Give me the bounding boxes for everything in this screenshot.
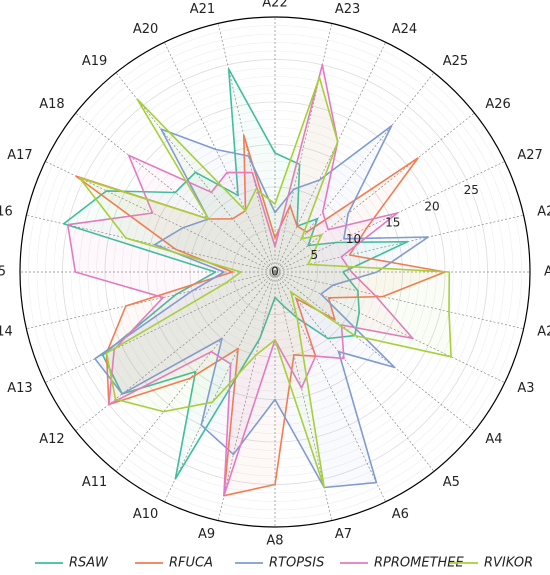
- category-label: A22: [262, 0, 287, 11]
- legend-label: RPROMETHEE: [374, 556, 464, 571]
- category-label: A21: [190, 2, 215, 17]
- category-label: A25: [443, 54, 468, 69]
- category-label: A20: [133, 22, 158, 37]
- spoke: [274, 271, 505, 383]
- series-area: [75, 134, 446, 497]
- spoke: [164, 271, 276, 502]
- spoke: [115, 72, 276, 273]
- category-label: A2: [537, 324, 550, 339]
- category-label: A26: [485, 97, 510, 112]
- spoke: [164, 42, 276, 273]
- series-area: [78, 76, 452, 489]
- category-label: A27: [517, 148, 542, 163]
- spoke: [274, 271, 386, 502]
- spoke: [217, 271, 276, 521]
- legend-label: RVIKOR: [484, 556, 533, 571]
- spoke: [274, 214, 524, 273]
- spoke: [274, 112, 475, 273]
- category-label: A15: [0, 265, 6, 280]
- spoke: [26, 271, 276, 330]
- category-label: A19: [82, 54, 107, 69]
- minor-grid: [28, 25, 522, 519]
- category-label: A17: [7, 148, 32, 163]
- category-label: A18: [39, 97, 64, 112]
- series-area: [62, 68, 409, 480]
- category-label: A9: [198, 527, 215, 542]
- category-label: A12: [39, 432, 64, 447]
- category-label: A14: [0, 324, 13, 339]
- r-tick-label: 25: [464, 183, 479, 197]
- spoke: [274, 271, 475, 432]
- category-label: A10: [133, 507, 158, 522]
- category-label: A6: [392, 507, 409, 522]
- series-area: [94, 125, 430, 489]
- legend-label: RFUCA: [169, 556, 213, 571]
- spoke: [75, 112, 276, 273]
- spoke: [217, 23, 276, 273]
- category-label: A24: [392, 22, 417, 37]
- minor-grid: [87, 84, 463, 460]
- spoke: [274, 42, 386, 273]
- spoke: [274, 161, 505, 273]
- category-label: A8: [266, 534, 283, 549]
- category-label: A16: [0, 205, 13, 220]
- r-tick-label: 20: [424, 199, 439, 213]
- category-label: A23: [335, 2, 360, 17]
- minor-grid: [96, 93, 454, 451]
- r-tick-label: 15: [385, 216, 400, 230]
- category-label: A13: [7, 381, 32, 396]
- category-label: A4: [485, 432, 502, 447]
- r-tick-label: 0: [271, 265, 279, 279]
- r-tick-label: 10: [346, 232, 361, 246]
- category-label: A28: [537, 205, 550, 220]
- spoke: [274, 72, 435, 273]
- spoke: [274, 271, 435, 472]
- spoke: [45, 271, 276, 383]
- legend-label: RSAW: [69, 556, 109, 571]
- category-label: A3: [517, 381, 534, 396]
- outer-circle: [19, 16, 531, 528]
- spoke: [274, 271, 524, 330]
- spoke: [115, 271, 276, 472]
- minor-grid: [164, 161, 386, 383]
- legend-label: RTOPSIS: [269, 556, 324, 571]
- category-label: A7: [335, 527, 352, 542]
- category-label: A1: [544, 265, 550, 280]
- category-label: A5: [443, 475, 460, 490]
- category-label: A11: [82, 475, 107, 490]
- r-tick-label: 5: [310, 248, 318, 262]
- minor-grid: [79, 76, 471, 468]
